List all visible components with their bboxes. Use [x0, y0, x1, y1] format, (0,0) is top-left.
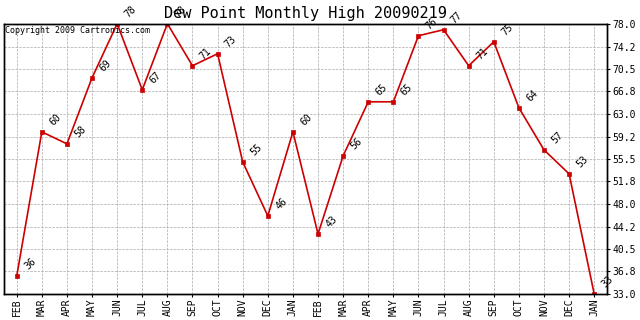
Text: 57: 57	[550, 130, 565, 146]
Text: 53: 53	[575, 154, 590, 170]
Text: 77: 77	[449, 10, 465, 26]
Text: 73: 73	[223, 34, 239, 50]
Text: 43: 43	[324, 214, 339, 230]
Text: 60: 60	[47, 112, 63, 128]
Text: 65: 65	[399, 82, 414, 98]
Text: 78: 78	[173, 4, 188, 20]
Text: 78: 78	[123, 4, 138, 20]
Text: 46: 46	[273, 196, 289, 212]
Text: 36: 36	[22, 256, 38, 272]
Text: 65: 65	[374, 82, 389, 98]
Text: 58: 58	[72, 124, 88, 140]
Text: Copyright 2009 Cartronics.com: Copyright 2009 Cartronics.com	[5, 27, 150, 36]
Title: Dew Point Monthly High 20090219: Dew Point Monthly High 20090219	[164, 6, 447, 21]
Text: 64: 64	[524, 88, 540, 104]
Text: 60: 60	[298, 112, 314, 128]
Text: 69: 69	[98, 58, 113, 74]
Text: 71: 71	[474, 46, 490, 61]
Text: 71: 71	[198, 46, 213, 61]
Text: 67: 67	[148, 70, 163, 86]
Text: 56: 56	[349, 136, 364, 152]
Text: 75: 75	[499, 22, 515, 37]
Text: 33: 33	[600, 275, 615, 290]
Text: 76: 76	[424, 16, 440, 32]
Text: 55: 55	[248, 142, 264, 158]
